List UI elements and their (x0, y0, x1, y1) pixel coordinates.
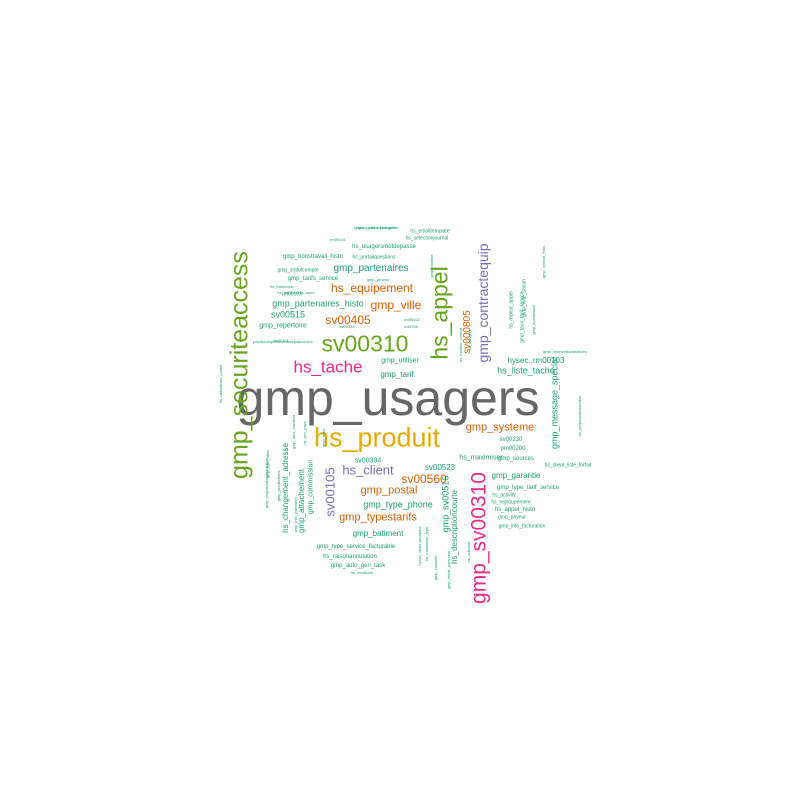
word-cloud-term: hs_appel_histo (494, 507, 536, 513)
word-cloud-term: hs_raisonannulation (323, 554, 377, 560)
word-cloud-term: gmp_systeme (465, 421, 535, 434)
word-cloud-term: hs_historique (270, 284, 294, 289)
word-cloud-term: gmp_repertoire (259, 322, 307, 330)
word-cloud-term: rm00102 (404, 317, 420, 322)
word-cloud-term: hs_repeat_appel (508, 291, 515, 329)
word-cloud-term: hs_appel (426, 266, 453, 360)
word-cloud-term: gmp_typestarifs (339, 511, 417, 524)
word-cloud-term: gmp_informationlectures (543, 349, 587, 354)
word-cloud-term: gmp_bonstravail_histo (282, 254, 344, 260)
word-cloud-term: gmp_batiment (352, 529, 404, 538)
word-cloud-term: sv00394 (354, 457, 382, 465)
word-cloud-term: hs_client (342, 462, 394, 478)
word-cloud-term: hs_usagers (467, 329, 472, 351)
word-cloud-term: hs_emailtemplate (410, 228, 450, 235)
word-cloud-term: sv00523 (424, 463, 456, 472)
word-cloud-term: gmp_conseils (433, 555, 438, 581)
word-cloud-term: gmp_partenaires_histo (272, 298, 364, 309)
word-cloud-term: gmp_taux_tarif_service (519, 291, 526, 343)
word-cloud-term: gmp_statutcompte (277, 267, 319, 274)
word-cloud-term: gmp_type_service_facturable (316, 544, 396, 550)
word-cloud-term: gmp_info_paiement (293, 497, 298, 533)
word-cloud-term: gmp_payeur (498, 514, 526, 521)
word-cloud-term: hs_sec_pays (302, 421, 307, 445)
word-cloud-term: sv00515 (270, 309, 306, 320)
word-cloud-term: sv00330 (499, 437, 523, 443)
word-cloud-term: hs_proprietairesachere (577, 395, 582, 437)
word-cloud-term: iv40700 (403, 324, 419, 329)
word-cloud-term: gmp_tarifs_service (287, 276, 339, 282)
word-cloud-term: gmp_type_sites (265, 449, 270, 479)
word-cloud-term: gmp_utiliser (381, 357, 419, 365)
word-cloud-term: hs_motifcom (350, 570, 374, 575)
word-cloud-term: hs_maximiser (459, 454, 503, 462)
word-cloud-term: sv00310 (321, 330, 409, 357)
word-cloud-term: gmp_mois (321, 428, 326, 448)
word-cloud-term: hs_produit (313, 422, 441, 453)
word-cloud-term: sv00405 (325, 313, 371, 327)
word-cloud-term: hysec_delta..prospect (417, 526, 422, 566)
word-cloud-term: hs_usagersmotdepasse (352, 244, 416, 250)
word-cloud-term: sv00324 (339, 324, 355, 329)
word-cloud-term: gmp_modele (429, 254, 434, 278)
word-cloud-term: hs_descriptioncourte (450, 490, 459, 564)
word-cloud-term: gmp_partenaires (333, 263, 409, 274)
word-cloud-term: gmp_propria (366, 277, 390, 282)
word-cloud-term: gmp_postal (360, 484, 418, 497)
word-cloud-term: hs_activity (492, 492, 516, 499)
word-cloud-term: hs_adresse (466, 541, 471, 563)
word-cloud-term: gmp_securiteaccess (225, 251, 254, 479)
word-cloud-term: gmp_mode_paiement (446, 550, 451, 590)
word-cloud-term: hs_partenaires_avec (277, 290, 315, 295)
word-cloud-term: gmp_attachement (297, 468, 306, 534)
word-cloud-term: gmp_tarif (380, 370, 414, 379)
word-cloud-term: gmp_productions (276, 470, 281, 502)
word-cloud-term: gmp_commission (307, 459, 315, 515)
word-cloud-term: rm00101 (273, 338, 289, 343)
word-cloud-term: gmp_bonstravail (531, 305, 536, 335)
word-cloud-term: hs_utilisateurs_postal (218, 364, 223, 404)
word-cloud-term: hs_liste_tache (497, 365, 555, 376)
word-cloud-term: hs_portailquestions (352, 254, 396, 261)
word-cloud-term: gmp_info_facturation (498, 523, 546, 530)
word-cloud-term: hs_client_liste_forfait (544, 462, 592, 469)
word-cloud-term: hs_maximiser_type (424, 526, 429, 562)
word-cloud-term: prodscompletslcontenupasconsul (253, 339, 313, 344)
word-cloud-term: gmp_garantie (491, 471, 541, 480)
word-cloud-term: gmp_message_special (549, 356, 560, 450)
word-cloud-term: gmp_ville (370, 298, 422, 312)
word-cloud-term: hs_regroupement (491, 499, 531, 506)
word-cloud-term: sv00105 (322, 467, 338, 517)
word-cloud-term: gmp_usagers (236, 370, 540, 426)
word-cloud-term: rm00101 (330, 237, 346, 242)
word-cloud-term: gmp_contractequip (475, 243, 491, 363)
word-cloud-term: gmp_sv00310 (467, 472, 491, 604)
word-cloud-term: hs_changement_adresse (281, 443, 290, 533)
word-cloud-term: gmp_type_phone (363, 499, 433, 510)
word-cloud-term: gmp_type_tarif_service (496, 485, 560, 491)
word-cloud-term: hysec_delta..prospect (356, 225, 396, 230)
word-cloud-term: hs_equipement (330, 281, 414, 295)
word-cloud-term: hs_selectionjournal (405, 235, 449, 242)
word-cloud-term: gmp_sources (497, 456, 535, 462)
word-cloud-term: gmp_auto_gen_task (330, 563, 386, 569)
word-cloud-term: rm00103 (282, 291, 302, 298)
word-cloud-term: hysec..rm00103 (507, 356, 565, 365)
word-cloud-term: gmp_taux_horaires (291, 414, 296, 450)
word-cloud-term: sv00560 (401, 472, 447, 486)
word-cloud-term: pm00200 (500, 446, 526, 452)
word-cloud-term: hysec_delta..municipalite (353, 225, 399, 230)
word-cloud-term: gmp_contrat_frms (541, 245, 546, 279)
word-cloud-term: hs_tache (293, 357, 363, 377)
word-cloud-term: hs_modele_contrat (458, 327, 463, 363)
